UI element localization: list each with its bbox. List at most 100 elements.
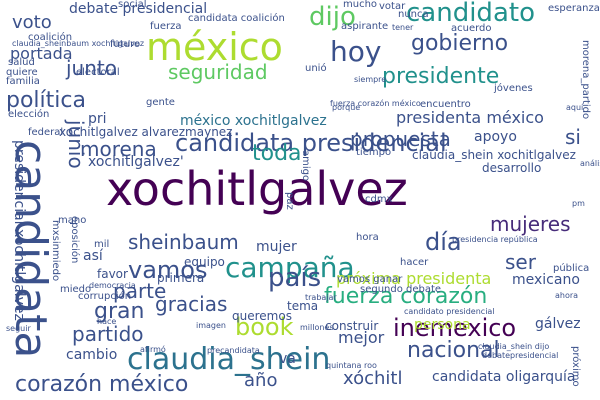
word: claudia_shein xochitlgalvez bbox=[412, 148, 576, 162]
word: porque bbox=[332, 103, 361, 112]
word: book bbox=[235, 313, 294, 341]
word: corazón méxico bbox=[15, 372, 189, 397]
word: paz bbox=[284, 192, 295, 210]
word: familia bbox=[6, 76, 40, 87]
word: vamos ganar bbox=[337, 274, 403, 285]
word: próxima presidenta bbox=[336, 269, 492, 288]
word: propuesta bbox=[350, 127, 451, 151]
word: queremos bbox=[232, 309, 292, 323]
word: ahora bbox=[555, 291, 579, 300]
word: pm bbox=[572, 199, 585, 208]
word: desarrollo bbox=[482, 161, 542, 175]
word: gracias bbox=[155, 292, 228, 316]
word: coalición bbox=[28, 32, 73, 43]
word: gran bbox=[94, 299, 145, 324]
word: candidata presidencial bbox=[175, 129, 447, 157]
word: millones bbox=[300, 323, 334, 332]
word: año bbox=[244, 370, 278, 391]
word: segundo debate bbox=[360, 284, 442, 295]
word: partido bbox=[72, 322, 144, 346]
word: democracia bbox=[89, 281, 136, 290]
word: pública bbox=[553, 263, 590, 274]
word: claudia_shein dijo bbox=[478, 342, 550, 351]
word: electoral bbox=[76, 67, 120, 78]
word: toda bbox=[252, 141, 302, 166]
word: salud bbox=[8, 57, 35, 68]
word: mejor bbox=[338, 328, 385, 347]
word: imagen bbox=[196, 321, 226, 330]
word: análisis bbox=[580, 159, 600, 168]
word: hace bbox=[97, 317, 117, 326]
word: fuerza corazón bbox=[324, 284, 488, 309]
word: corrupción bbox=[78, 291, 132, 302]
word: seguir bbox=[6, 324, 31, 333]
word: mujeres bbox=[490, 212, 571, 236]
word: junto bbox=[66, 56, 117, 80]
word: mexicano bbox=[512, 272, 580, 288]
word: favor bbox=[97, 267, 128, 281]
word: mxsinmiedo bbox=[50, 220, 61, 282]
word: candidato presidencial bbox=[404, 307, 495, 316]
word: miedo bbox=[60, 284, 92, 295]
word: apoyo bbox=[474, 129, 517, 145]
word: afirmó bbox=[140, 345, 166, 354]
word: inemexico bbox=[393, 314, 517, 342]
word: mucho bbox=[343, 0, 378, 10]
word: va bbox=[279, 351, 296, 367]
word: méxico xochitlgalvez bbox=[180, 113, 327, 129]
word: candidata oligarquía bbox=[432, 369, 576, 385]
word: esperanza bbox=[548, 3, 600, 14]
word: hacer bbox=[400, 257, 429, 268]
word: social bbox=[118, 0, 147, 10]
word: tema bbox=[287, 299, 319, 313]
word: federal bbox=[28, 127, 64, 138]
word: próximo bbox=[570, 346, 581, 387]
word: jóvenes bbox=[494, 83, 533, 94]
word: acuerdo bbox=[451, 23, 492, 34]
word: ser bbox=[505, 250, 536, 274]
word: seguridad bbox=[168, 60, 268, 84]
word: dijo bbox=[309, 2, 356, 32]
word: día bbox=[425, 228, 462, 256]
word: aquí bbox=[566, 103, 584, 112]
word: sheinbaum bbox=[128, 230, 239, 254]
word: voto bbox=[12, 12, 52, 33]
word: trabajar bbox=[305, 293, 337, 302]
word: tener bbox=[392, 23, 414, 32]
word: fuerza bbox=[150, 21, 182, 32]
word: presidenta méxico bbox=[396, 108, 544, 127]
word: precandidata bbox=[207, 346, 260, 355]
word: así bbox=[83, 248, 103, 264]
word: fuerza corazón méxico bbox=[330, 99, 421, 108]
word: candidato bbox=[406, 0, 535, 28]
word: xóchitl bbox=[343, 368, 403, 389]
word: candidata coalición bbox=[188, 13, 285, 24]
word: xochitlgalvez alvarezmaynez bbox=[59, 125, 233, 139]
word: quiere bbox=[6, 67, 38, 78]
word: claudia_sheinbaum xochitlgalvez bbox=[12, 39, 145, 48]
word: mujer bbox=[256, 239, 297, 255]
word: equipo bbox=[184, 255, 225, 269]
word: mil bbox=[94, 239, 110, 250]
word: persona bbox=[414, 317, 471, 333]
word: primera bbox=[157, 271, 205, 285]
word: hoy bbox=[330, 35, 382, 68]
word: campaña bbox=[225, 251, 355, 284]
word: cdmx bbox=[365, 194, 393, 205]
word: si bbox=[565, 125, 581, 149]
word: aspirante bbox=[341, 21, 389, 32]
word: unió bbox=[305, 63, 327, 74]
word: votar bbox=[379, 1, 406, 12]
word: méxico bbox=[146, 25, 283, 69]
word: amigo bbox=[300, 150, 311, 182]
word: futuro bbox=[110, 39, 141, 50]
word: xochitlgalvez' bbox=[88, 154, 184, 170]
word: cambio bbox=[66, 347, 118, 363]
word: debate presidencial bbox=[69, 1, 208, 17]
word: presidente bbox=[382, 64, 500, 89]
word: nacional bbox=[407, 338, 500, 363]
word: debatepresidencial bbox=[482, 351, 559, 360]
word: presidencia república bbox=[452, 235, 538, 244]
word: elección bbox=[8, 109, 50, 120]
